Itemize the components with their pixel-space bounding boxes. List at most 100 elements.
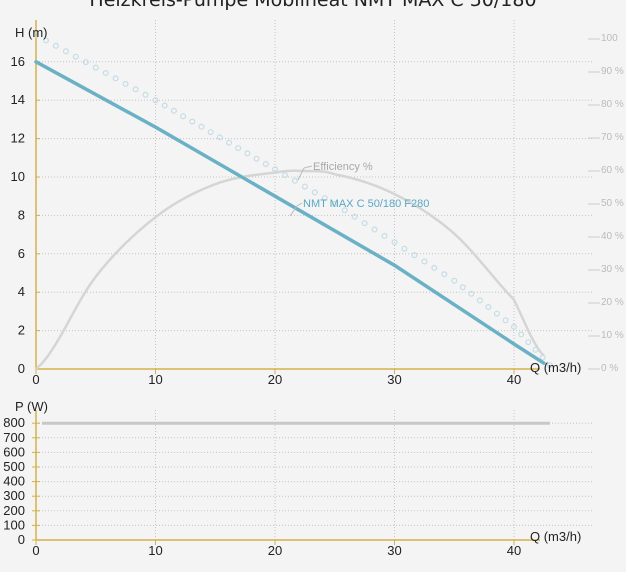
right-y-tick-label: 70 %	[601, 132, 624, 143]
dotted-curve-point	[112, 75, 119, 82]
power-y-axis-label: P (W)	[15, 399, 48, 414]
dotted-curve-point	[42, 37, 49, 44]
right-y-tick-label: 40 %	[601, 231, 624, 242]
right-y-tick-label: 10 %	[601, 330, 624, 341]
head-curve	[34, 60, 546, 365]
dotted-curve-point	[411, 252, 418, 259]
head-y-axis-label: H (m)	[15, 25, 48, 40]
dotted-curve-point	[152, 97, 159, 104]
dotted-curve-point	[301, 183, 308, 190]
dotted-curve-point	[441, 271, 448, 278]
head-y-tick-label: 10	[11, 169, 25, 184]
head-y-tick-label: 8	[18, 207, 25, 222]
dotted-curve-point	[92, 64, 99, 71]
dotted-curve-point	[476, 297, 483, 304]
dotted-curve-point	[82, 59, 89, 66]
right-y-tick-label: 80 %	[601, 99, 624, 110]
dotted-curve-point	[226, 139, 233, 146]
tick-labels: 0 2 4 6 8 10 12 14 16 0 % 10 % 20 % 30 % 40 % 50 % 60 %…	[3, 33, 624, 558]
dotted-curve-point	[431, 264, 438, 271]
axes	[32, 20, 600, 545]
dotted-curve-point	[272, 166, 279, 173]
right-y-tick-label: 100	[601, 33, 618, 44]
power-y-tick-label: 300	[3, 488, 25, 503]
power-y-tick-label: 100	[3, 517, 25, 532]
head-x-tick-label: 10	[148, 372, 162, 387]
head-y-tick-label: 12	[11, 131, 25, 146]
dotted-curve	[32, 31, 553, 369]
dotted-curve-point	[216, 134, 223, 141]
head-y-tick-label: 4	[18, 284, 25, 299]
head-y-tick-label: 0	[18, 361, 25, 376]
dotted-curve-point	[532, 346, 539, 353]
dotted-curve-point	[518, 331, 525, 338]
dotted-curve-point	[132, 86, 139, 93]
dotted-curve-point	[321, 195, 328, 202]
dotted-curve-point	[459, 284, 466, 291]
power-x-tick-label: 10	[148, 543, 162, 558]
efficiency-curve	[35, 169, 545, 370]
power-x-tick-label: 0	[32, 543, 39, 558]
dotted-curve-point	[341, 207, 348, 214]
dotted-curve-point	[62, 48, 69, 55]
series	[32, 31, 553, 425]
power-y-tick-label: 800	[3, 415, 25, 430]
dotted-curve-point	[421, 258, 428, 265]
power-x-tick-label: 20	[268, 543, 282, 558]
efficiency-curve-label: Efficiency %	[313, 161, 373, 173]
dotted-curve-point	[161, 102, 168, 109]
head-x-axis-label: Q (m3/h)	[530, 360, 581, 375]
right-y-tick-label: 20 %	[601, 297, 624, 308]
chart-title: Heizkreis-Pumpe Mobilheat NMT MAX C 50/1…	[89, 0, 537, 11]
power-y-tick-label: 700	[3, 430, 25, 445]
head-x-tick-label: 0	[32, 372, 39, 387]
dotted-curve-point	[381, 232, 388, 239]
head-curve-label: NMT MAX C 50/180 F280	[303, 198, 429, 210]
dotted-curve-point	[493, 310, 500, 317]
head-x-tick-label: 20	[268, 372, 282, 387]
dotted-curve-point	[282, 172, 289, 179]
dotted-curve-point	[351, 213, 358, 220]
head-y-tick-label: 6	[18, 246, 25, 261]
dotted-curve-point	[235, 145, 242, 152]
power-y-tick-label: 0	[18, 532, 25, 547]
annotations: Efficiency % NMT MAX C 50/180 F280	[289, 161, 429, 217]
dotted-curve-point	[180, 113, 187, 120]
power-x-tick-label: 40	[507, 543, 521, 558]
axis-labels: H (m) Q (m3/h) P (W) Q (m3/h)	[15, 25, 581, 544]
dotted-curve-point	[262, 161, 269, 168]
dotted-curve-point	[391, 239, 398, 246]
dotted-curve-point	[170, 107, 177, 114]
dotted-curve-point	[546, 362, 553, 369]
right-y-tick-label: 50 %	[601, 198, 624, 209]
dotted-curve-point	[189, 118, 196, 125]
head-leader-line	[289, 202, 303, 217]
dotted-curve-point	[32, 31, 39, 38]
head-y-tick-label: 2	[18, 323, 25, 338]
head-x-tick-label: 40	[507, 372, 521, 387]
dotted-curve-point	[142, 91, 149, 98]
dotted-curve-point	[451, 277, 458, 284]
dotted-curve-point	[311, 189, 318, 196]
power-y-tick-label: 200	[3, 503, 25, 518]
power-y-tick-label: 400	[3, 474, 25, 489]
dotted-curve-point	[253, 155, 260, 162]
dotted-curve-point	[198, 123, 205, 130]
dotted-curve-point	[502, 317, 509, 324]
dotted-curve-point	[511, 323, 518, 330]
right-y-tick-label: 0 %	[601, 363, 618, 374]
dotted-curve-point	[401, 245, 408, 252]
head-y-tick-label: 16	[11, 54, 25, 69]
dotted-curve-point	[52, 42, 59, 49]
power-x-axis-label: Q (m3/h)	[530, 529, 581, 544]
dotted-curve-point	[485, 304, 492, 311]
dotted-curve-point	[525, 339, 532, 346]
head-x-tick-label: 30	[387, 372, 401, 387]
right-y-tick-label: 30 %	[601, 264, 624, 275]
dotted-curve-point	[331, 200, 338, 207]
power-y-tick-label: 500	[3, 459, 25, 474]
efficiency-leader-line	[297, 165, 313, 181]
right-y-tick-label: 60 %	[601, 165, 624, 176]
dotted-curve-point	[122, 80, 129, 87]
